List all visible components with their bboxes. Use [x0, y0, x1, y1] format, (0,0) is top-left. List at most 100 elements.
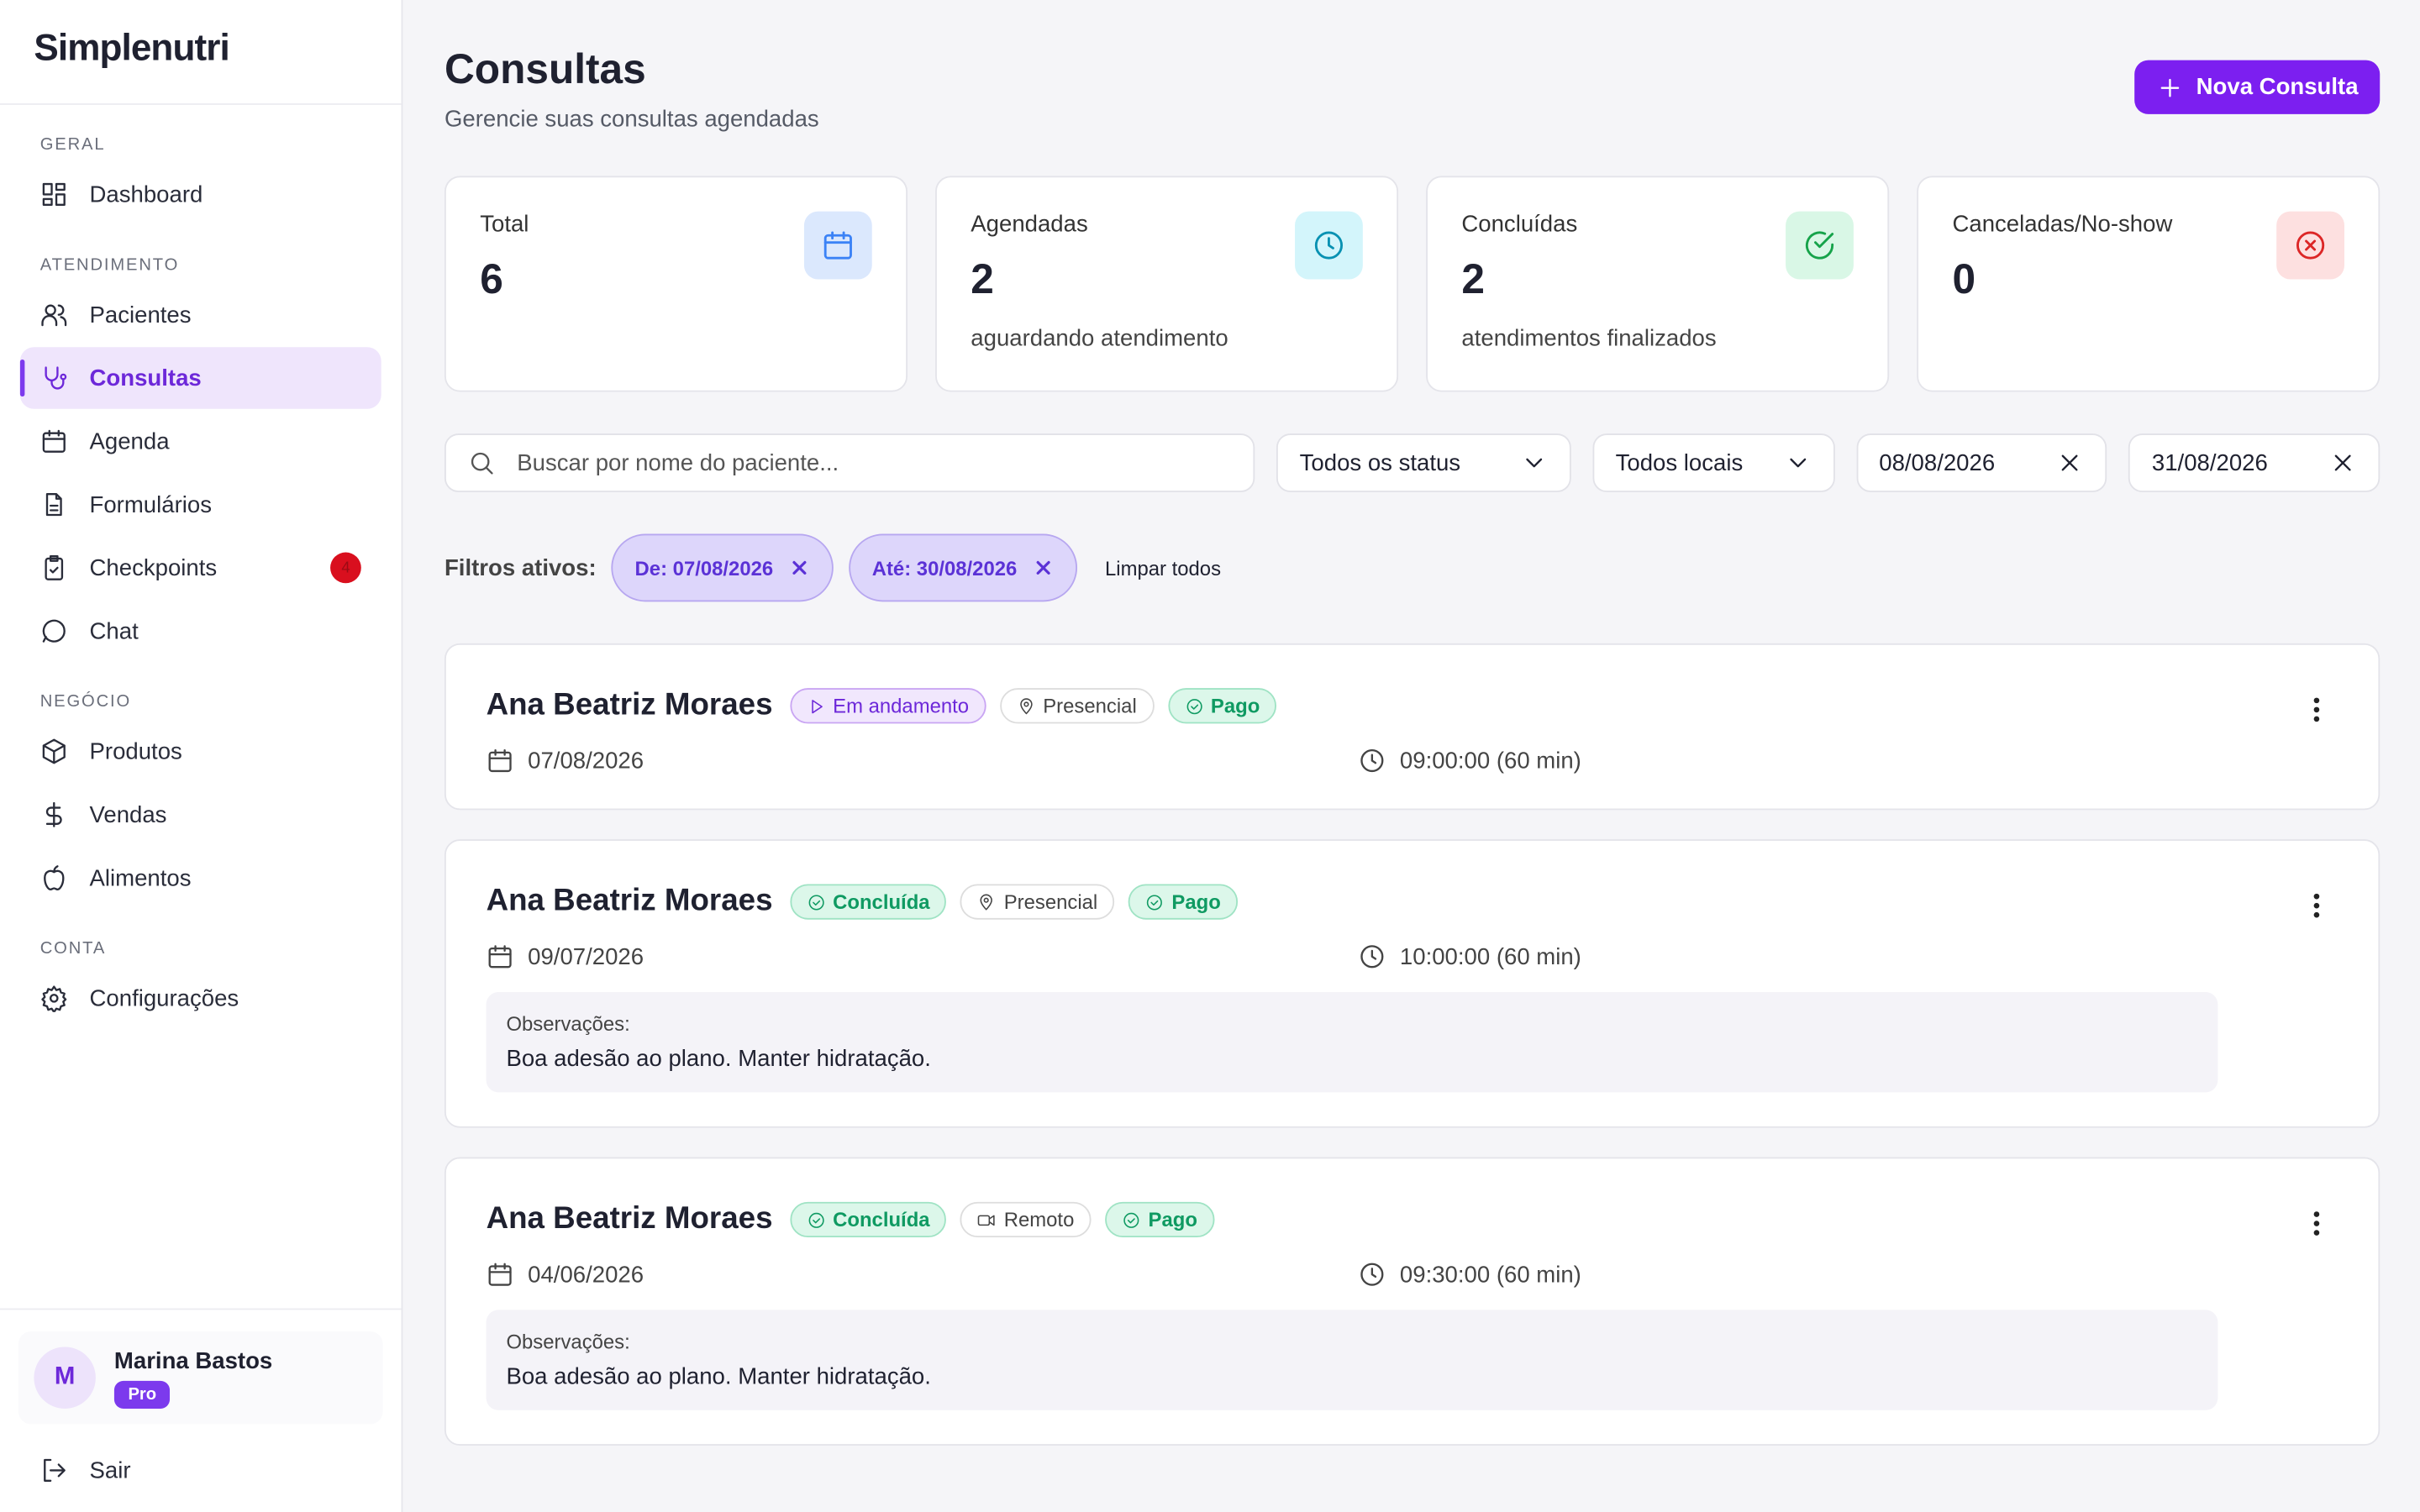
button-label: Nova Consulta [2196, 74, 2359, 101]
chip-label: De: 07/08/2026 [634, 556, 774, 580]
badge: 4 [330, 552, 361, 584]
user-box: M Marina Bastos Pro Sair [0, 1308, 402, 1512]
date: 09/07/2026 [487, 942, 1359, 970]
status-tag: Concluída [789, 884, 947, 920]
nav-item[interactable]: Formulários [20, 474, 381, 535]
nav-label: Pacientes [89, 302, 192, 328]
date-from[interactable]: 08/08/2026 [1855, 433, 2107, 492]
brand: Simplenutri [0, 0, 402, 105]
stat-note: aguardando atendimento [971, 325, 1228, 352]
chip-label: Até: 30/08/2026 [871, 556, 1018, 580]
section-label: CONTA [39, 939, 107, 958]
patient-name: Ana Beatriz Moraes [486, 1201, 773, 1236]
tag-label: Pago [1148, 1208, 1197, 1231]
section-label: GERAL [39, 135, 106, 155]
date-value: 08/08/2026 [1879, 449, 1996, 476]
tag-label: Remoto [1003, 1208, 1075, 1231]
date-text: 09/07/2026 [528, 943, 644, 970]
nav-item[interactable]: Pacientes [20, 284, 381, 345]
filter-chip[interactable]: De: 07/08/2026 [612, 533, 834, 602]
card-meta: 09/07/2026 10:00:00 (60 min) [487, 942, 2338, 970]
nav-item[interactable]: Alimentos [20, 847, 381, 908]
active-filters: Filtros ativos: De: 07/08/2026 Até: 30/0… [445, 533, 2380, 602]
stat-icon [2276, 211, 2345, 280]
appointment-card: Ana Beatriz Moraes Em andamento Presenci… [444, 643, 2381, 811]
date-text: 07/08/2026 [528, 747, 644, 774]
user-card[interactable]: M Marina Bastos Pro [18, 1331, 383, 1425]
mode-tag: Remoto [960, 1201, 1092, 1238]
patient-name: Ana Beatriz Moraes [486, 884, 773, 918]
avatar: M [34, 1347, 96, 1409]
stat-value: 6 [480, 255, 503, 303]
filter-row: Buscar por nome do paciente... Todos os … [444, 433, 2381, 492]
card-header: Ana Beatriz Moraes Concluída Presencial … [486, 884, 2338, 920]
logout-label: Sair [89, 1457, 131, 1484]
notes-label: Observações: [506, 1011, 630, 1036]
time: 10:00:00 (60 min) [1358, 942, 2230, 970]
nav-label: Consultas [89, 365, 202, 391]
status-tag: Concluída [789, 1201, 947, 1238]
filter-chip[interactable]: Até: 30/08/2026 [849, 533, 1077, 602]
user-name: Marina Bastos [113, 1347, 273, 1374]
nav-item[interactable]: Configurações [20, 968, 381, 1029]
more-menu[interactable] [2313, 893, 2320, 918]
nav-item[interactable]: Dashboard [20, 164, 381, 225]
nav-item[interactable]: Produtos [20, 721, 381, 782]
status-tag: Em andamento [789, 688, 986, 724]
nav-label: Produtos [89, 738, 182, 765]
location-select[interactable]: Todos locais [1592, 433, 1834, 492]
date: 04/06/2026 [487, 1261, 1359, 1289]
select-value: Todos locais [1615, 449, 1744, 476]
sidebar: Simplenutri GERAL Dashboard ATENDIMENTO … [0, 0, 403, 1512]
status-select[interactable]: Todos os status [1276, 433, 1571, 492]
more-menu[interactable] [2313, 1211, 2320, 1236]
nav-item[interactable]: Checkpoints 4 [20, 537, 381, 598]
nav-label: Configurações [89, 984, 239, 1011]
stat-label: Agendadas [971, 211, 1088, 238]
nav-item[interactable]: Agenda [20, 411, 381, 472]
notes-text: Boa adesão ao plano. Manter hidratação. [506, 1046, 931, 1073]
payment-tag: Pago [1167, 688, 1277, 724]
stat-card: Concluídas 2 atendimentos finalizados [1426, 176, 1890, 392]
main: Consultas Gerencie suas consultas agenda… [444, 0, 2381, 1446]
stat-card: Total 6 [444, 176, 908, 392]
select-value: Todos os status [1299, 449, 1461, 476]
appointment-card: Ana Beatriz Moraes Concluída Presencial … [444, 839, 2381, 1128]
appointment-list: Ana Beatriz Moraes Em andamento Presenci… [444, 643, 2381, 1446]
time-text: 09:00:00 (60 min) [1399, 747, 1581, 774]
plan-badge: Pro [113, 1379, 171, 1409]
date-to[interactable]: 31/08/2026 [2128, 433, 2381, 492]
stat-note: atendimentos finalizados [1461, 325, 1717, 352]
card-meta: 04/06/2026 09:30:00 (60 min) [487, 1261, 2338, 1289]
date-text: 04/06/2026 [528, 1261, 644, 1288]
notes-text: Boa adesão ao plano. Manter hidratação. [506, 1363, 931, 1390]
mode-tag: Presencial [960, 884, 1115, 920]
tag-label: Concluída [833, 890, 930, 914]
stat-label: Concluídas [1461, 211, 1578, 238]
search[interactable]: Buscar por nome do paciente... [444, 433, 1255, 492]
stat-icon [803, 211, 872, 280]
more-menu[interactable] [2313, 697, 2320, 722]
mode-tag: Presencial [999, 688, 1154, 724]
tag-label: Pago [1171, 890, 1221, 914]
stat-value: 0 [1952, 255, 1976, 303]
nav-item[interactable]: Consultas [19, 347, 381, 409]
tag-label: Concluída [833, 1208, 930, 1231]
new-button[interactable]: Nova Consulta [2134, 60, 2381, 114]
search-placeholder: Buscar por nome do paciente... [517, 449, 839, 476]
clear-filters[interactable]: Limpar todos [1104, 556, 1222, 580]
card-meta: 07/08/2026 09:00:00 (60 min) [487, 747, 2338, 774]
time-text: 09:30:00 (60 min) [1399, 1261, 1581, 1288]
nav-item[interactable]: Vendas [20, 784, 381, 845]
date-value: 31/08/2026 [2151, 449, 2268, 476]
stat-card: Agendadas 2 aguardando atendimento [935, 176, 1399, 392]
nav-label: Dashboard [89, 181, 203, 208]
notes-label: Observações: [506, 1330, 630, 1353]
stat-label: Total [480, 211, 529, 238]
nav-item[interactable]: Chat [20, 600, 381, 661]
stat-label: Canceladas/No-show [1952, 211, 2173, 238]
notes: Observações: Boa adesão ao plano. Manter … [486, 1310, 2218, 1410]
logout[interactable]: Sair [18, 1440, 382, 1501]
